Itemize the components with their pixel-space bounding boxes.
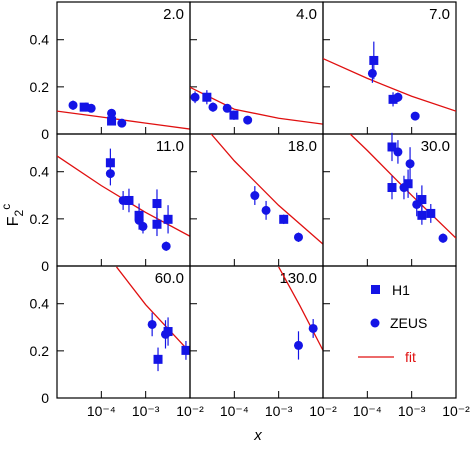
zeus-point [293, 232, 303, 242]
y-tick-label: 0.2 [30, 343, 50, 359]
h1-point [388, 94, 398, 104]
zeus-point [138, 221, 148, 231]
legend-label: H1 [392, 282, 410, 298]
y-tick-label: 0 [41, 126, 49, 142]
fit-line [323, 57, 456, 112]
y-tick-label: 0.4 [30, 164, 50, 180]
h1-point [369, 55, 379, 65]
x-tick-label: 10⁻³ [132, 403, 160, 419]
legend-marker [371, 285, 380, 294]
panel-label: 11.0 [156, 138, 184, 155]
h1-point [279, 214, 289, 224]
x-tick-label: 10⁻⁴ [220, 403, 249, 419]
h1-point [152, 199, 162, 209]
zeus-point [367, 68, 377, 78]
y-tick-label: 0 [41, 390, 49, 406]
h1-point [181, 345, 191, 355]
h1-point [202, 92, 212, 102]
x-tick-label: 10⁻² [309, 403, 337, 419]
zeus-point [399, 183, 409, 193]
legend-label: fit [405, 349, 416, 365]
x-tick-label: 10⁻² [176, 403, 204, 419]
y-tick-label: 0.4 [30, 32, 50, 48]
h1-point [152, 219, 162, 229]
zeus-point [243, 115, 253, 125]
zeus-point [250, 191, 260, 201]
y-tick-label: 0.4 [30, 296, 50, 312]
zeus-point [147, 319, 157, 329]
zeus-point [190, 92, 200, 102]
y-axis-title: F2c [0, 204, 26, 226]
h1-point [403, 179, 413, 189]
zeus-point [412, 199, 422, 209]
zeus-point [161, 241, 171, 251]
y-label-sub: 2 [12, 209, 26, 216]
h1-point [153, 354, 163, 364]
zeus-point [86, 103, 96, 113]
panel-label: 60.0 [155, 270, 184, 287]
h1-point [163, 214, 173, 224]
h1-point [107, 116, 117, 126]
panel-frame [322, 265, 457, 399]
zeus-point [438, 233, 448, 243]
panel-label: 30.0 [421, 138, 450, 155]
x-axis-title: x [253, 427, 262, 444]
panel-label: 130.0 [279, 270, 317, 287]
zeus-point [208, 102, 218, 112]
zeus-point [107, 108, 117, 118]
svg-text:F2c: F2c [0, 204, 26, 226]
fit-line [115, 266, 190, 353]
zeus-point [293, 340, 303, 350]
legend-label: ZEUS [390, 315, 427, 331]
y-tick-label: 0.2 [30, 211, 50, 227]
y-tick-label: 0.2 [30, 79, 50, 95]
h1-point [426, 208, 436, 218]
fit-line [210, 134, 323, 245]
x-tick-label: 10⁻³ [398, 403, 426, 419]
h1-point [417, 195, 427, 205]
x-tick-label: 10⁻² [442, 403, 470, 419]
zeus-point [308, 323, 318, 333]
x-tick-label: 10⁻⁴ [353, 403, 382, 419]
zeus-point [160, 329, 170, 339]
panel-label: 18.0 [288, 138, 317, 155]
zeus-point [405, 159, 415, 169]
zeus-point [393, 92, 403, 102]
panel-label: 2.0 [163, 6, 184, 23]
zeus-point [410, 111, 420, 121]
zeus-point [68, 100, 78, 110]
zeus-point [261, 205, 271, 215]
fit-line [278, 266, 323, 351]
legend-marker [370, 318, 380, 328]
zeus-point [105, 169, 115, 179]
fit-line [190, 86, 323, 125]
zeus-point [117, 118, 127, 128]
h1-point [387, 142, 397, 152]
h1-point [417, 210, 427, 220]
y-label-base: F [5, 216, 22, 226]
y-tick-label: 0 [41, 258, 49, 274]
y-label-sup: c [0, 204, 13, 210]
zeus-point [393, 147, 403, 157]
x-tick-label: 10⁻⁴ [87, 403, 116, 419]
zeus-point [118, 195, 128, 205]
x-tick-label: 10⁻³ [265, 403, 293, 419]
h1-point [387, 183, 397, 193]
h1-point [124, 195, 134, 205]
panel-label: 7.0 [429, 6, 450, 23]
zeus-point [222, 103, 232, 113]
h1-point [229, 110, 239, 120]
panel-label: 4.0 [296, 6, 317, 23]
